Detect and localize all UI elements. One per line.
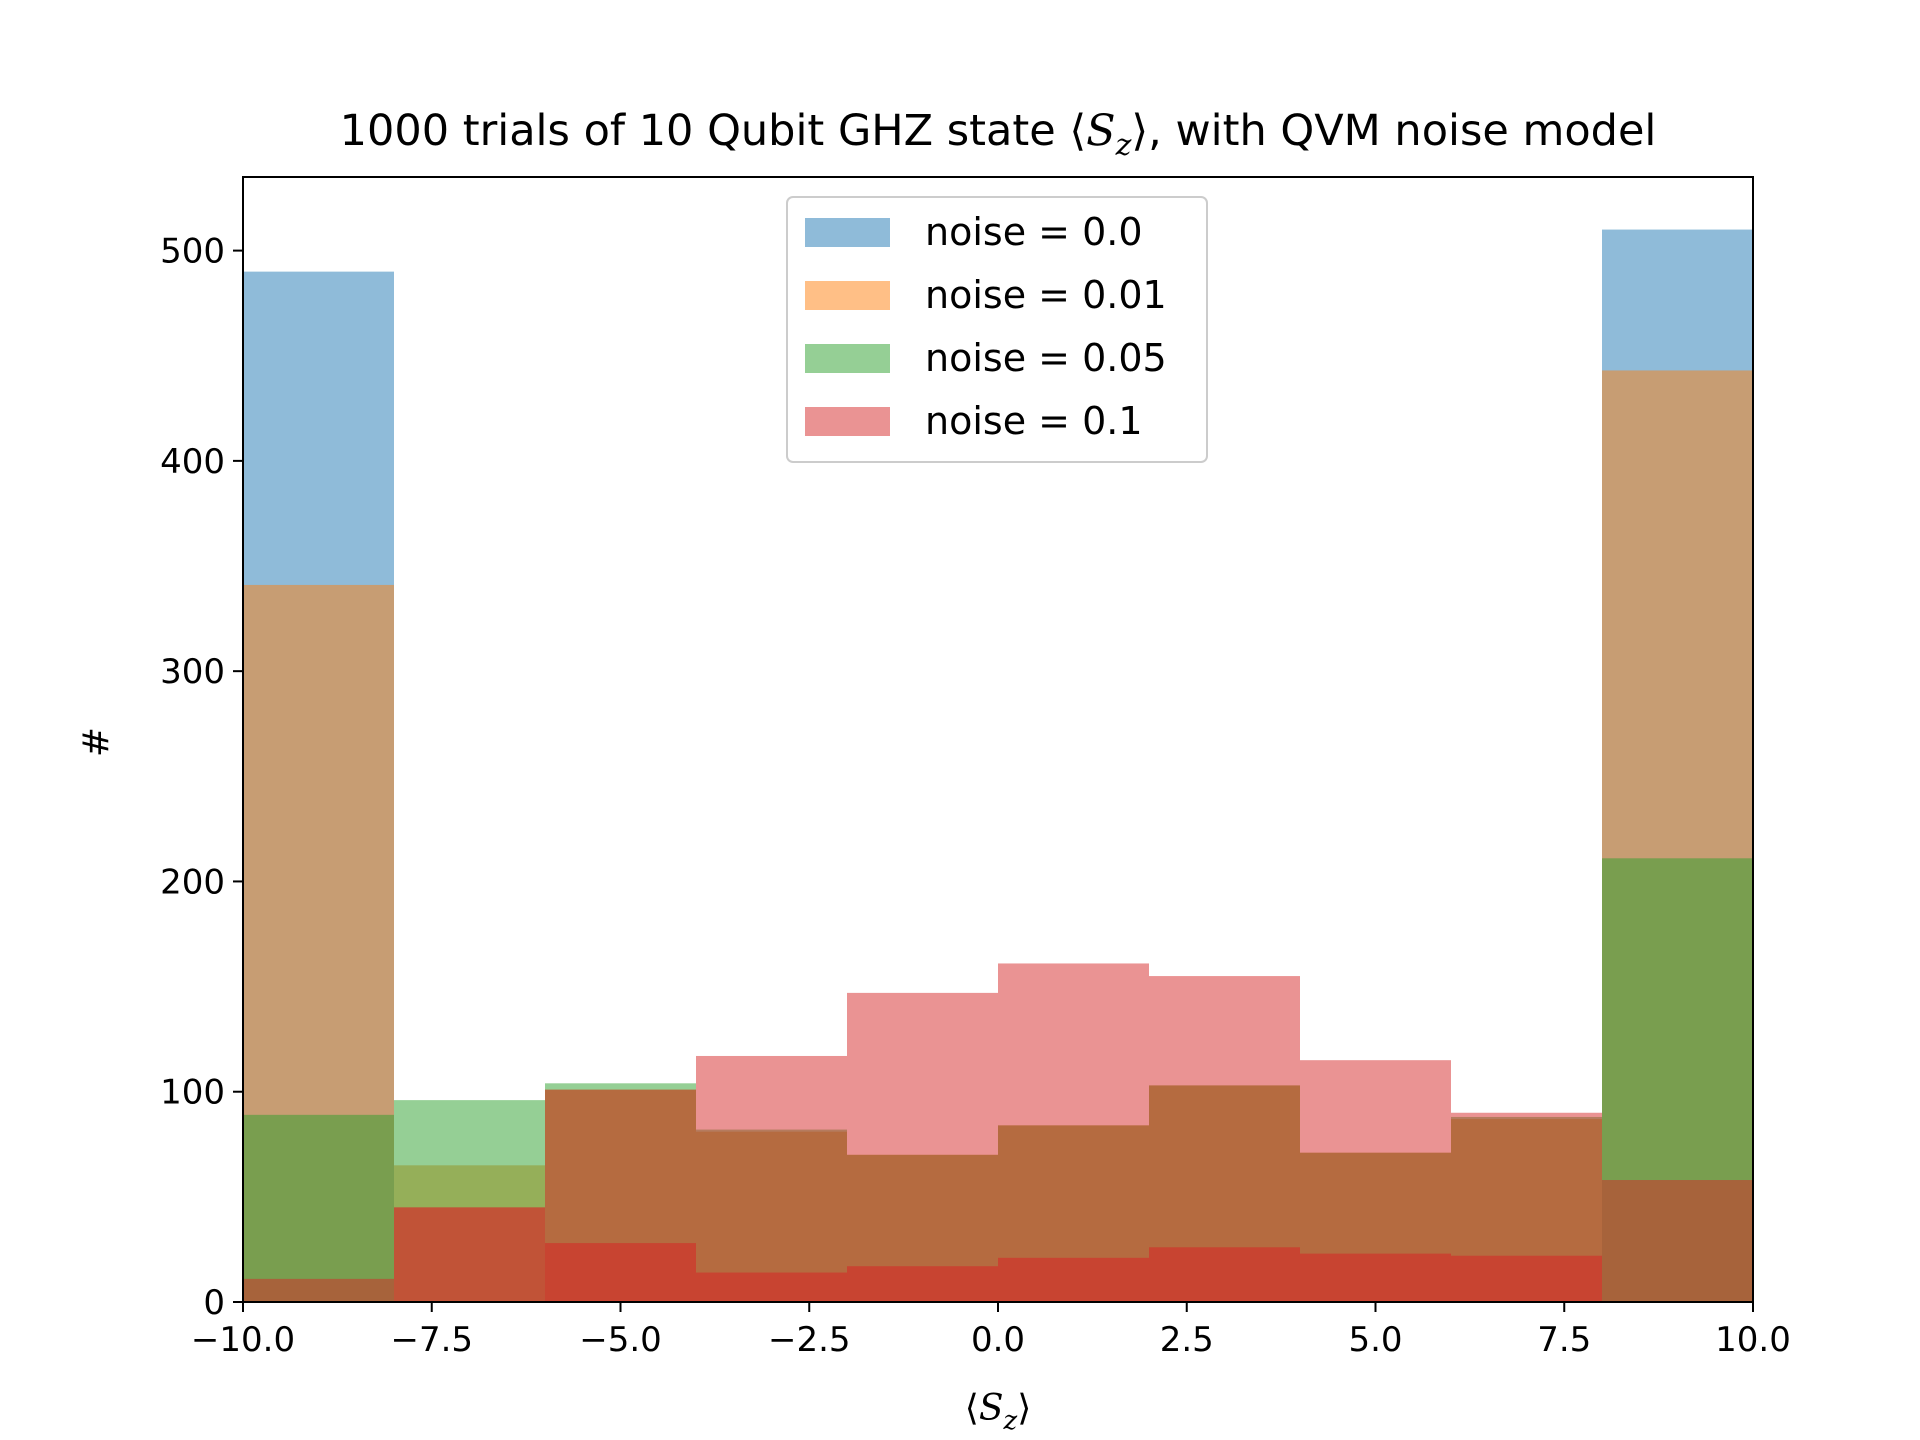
overlay-1-bin-3 [696, 1272, 847, 1302]
x-tick-label: 0.0 [971, 1320, 1025, 1360]
legend-label-0: noise = 0.0 [925, 210, 1143, 254]
legend: noise = 0.0 noise = 0.01 noise = 0.05 noise… [786, 196, 1208, 463]
legend-label-2: noise = 0.05 [925, 336, 1167, 380]
x-tick-label: 5.0 [1348, 1320, 1402, 1360]
x-axis-label-close: ⟩ [1017, 1388, 1031, 1429]
y-tick-label: 100 [160, 1073, 225, 1113]
y-tick-label: 200 [160, 862, 225, 902]
title-math-close: ⟩ [1131, 106, 1148, 156]
overlay-0-bin-2 [545, 1243, 696, 1302]
title-prefix: 1000 trials of 10 Qubit GHZ state [340, 106, 1070, 156]
histogram-bars [243, 229, 1753, 1303]
overlay-1-bin-6 [1149, 1247, 1300, 1302]
bar-series-3-bin-9 [1602, 1180, 1753, 1302]
bar-series-3-bin-6 [1149, 976, 1300, 1302]
x-axis-label-sub: z [1002, 1406, 1017, 1436]
bar-series-2-bin-0 [243, 1114, 394, 1302]
overlay-0-bin-8 [1451, 1255, 1602, 1302]
overlay-0-bin-4 [847, 1266, 998, 1302]
x-tick-label: 7.5 [1537, 1320, 1591, 1360]
overlay-0-bin-7 [1300, 1253, 1451, 1302]
legend-swatch-3 [805, 407, 890, 436]
bar-series-3-bin-0 [243, 1278, 394, 1302]
overlay-1-bin-2 [545, 1243, 696, 1302]
overlay-1-bin-8 [1451, 1255, 1602, 1302]
overlay-1-bin-7 [1300, 1253, 1451, 1302]
chart-title: 1000 trials of 10 Qubit GHZ state ⟨Sz⟩, … [340, 106, 1657, 163]
x-tick-label: −5.0 [579, 1320, 662, 1360]
bar-series-3-bin-7 [1300, 1060, 1451, 1302]
x-tick-label: −7.5 [390, 1320, 473, 1360]
x-axis-ticks: −10.0 −7.5 −5.0 −2.5 0.0 2.5 5.0 7.5 10.0 [191, 1302, 1791, 1360]
x-tick-label: −10.0 [191, 1320, 295, 1360]
title-math-sub: z [1115, 128, 1132, 163]
x-axis-label-symbol: S [979, 1388, 1004, 1429]
x-tick-label: −2.5 [768, 1320, 851, 1360]
x-tick-label: 2.5 [1160, 1320, 1214, 1360]
overlay-0-bin-6 [1149, 1247, 1300, 1302]
y-tick-label: 500 [160, 232, 225, 272]
legend-swatch-1 [805, 281, 890, 310]
legend-box [786, 196, 1208, 463]
legend-swatch-0 [805, 218, 890, 247]
x-axis-label-open: ⟨ [965, 1388, 979, 1429]
y-axis-ticks: 0 100 200 300 400 500 [160, 232, 243, 1323]
bar-series-3-bin-1 [394, 1207, 545, 1302]
bar-series-3-bin-4 [847, 992, 998, 1302]
legend-items: noise = 0.0 noise = 0.01 noise = 0.05 noise… [805, 210, 1167, 443]
x-axis-label: ⟨Sz⟩ [965, 1388, 1031, 1436]
y-tick-label: 300 [160, 652, 225, 692]
y-tick-label: 0 [203, 1283, 225, 1323]
overlay-1-bin-5 [998, 1257, 1149, 1302]
title-math-symbol: S [1086, 106, 1115, 156]
legend-swatch-2 [805, 344, 890, 373]
bar-series-3-bin-5 [998, 963, 1149, 1302]
legend-label-1: noise = 0.01 [925, 273, 1167, 317]
overlay-0-bin-3 [696, 1272, 847, 1302]
title-suffix: , with QVM noise model [1148, 106, 1656, 156]
x-tick-label: 10.0 [1715, 1320, 1791, 1360]
title-math-open: ⟨ [1069, 106, 1086, 156]
bar-series-3-bin-3 [696, 1055, 847, 1302]
histogram-overlay-bars [394, 1207, 1602, 1302]
y-axis-label: # [76, 727, 117, 757]
overlay-1-bin-1 [394, 1207, 545, 1302]
legend-label-3: noise = 0.1 [925, 399, 1143, 443]
overlay-0-bin-5 [998, 1257, 1149, 1302]
axes-frame [242, 176, 1754, 1303]
bar-series-3-bin-8 [1451, 1112, 1602, 1302]
bar-series-3-bin-2 [545, 1089, 696, 1302]
overlay-1-bin-4 [847, 1266, 998, 1302]
y-tick-label: 400 [160, 442, 225, 482]
